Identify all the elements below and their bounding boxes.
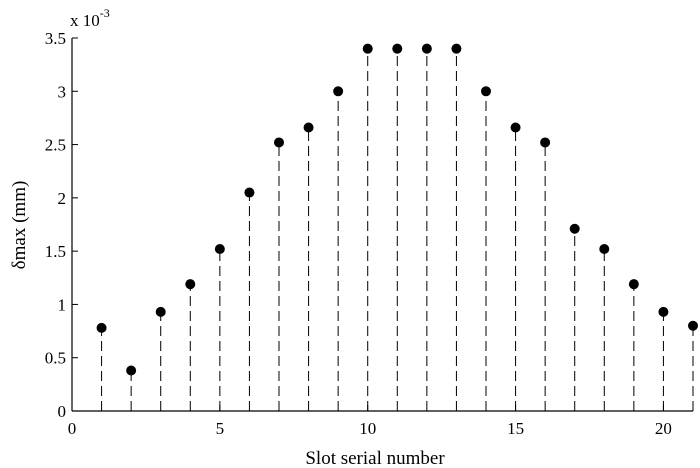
data-point: [126, 365, 137, 376]
data-point: [362, 43, 373, 54]
stems: [101, 48, 694, 411]
y-tick-label: 3: [58, 82, 67, 101]
x-ticks: 0 5 10 15 20: [68, 405, 672, 438]
data-point: [688, 320, 698, 331]
x-tick-label: 0: [68, 419, 77, 438]
data-point: [599, 244, 610, 255]
x-tick-label: 5: [216, 419, 225, 438]
axes: [71, 38, 693, 412]
markers: [96, 43, 698, 376]
y-tick-label: 2.5: [45, 136, 66, 155]
data-point: [510, 122, 521, 133]
data-point: [155, 306, 166, 317]
data-point: [421, 43, 432, 54]
y-tick-label: 1: [58, 295, 67, 314]
y-tick-label: 0.5: [45, 349, 66, 368]
data-point: [244, 187, 255, 198]
data-point: [628, 279, 639, 290]
y-tick-label: 0: [58, 402, 67, 421]
y-ticks: 0 0.5 1 1.5 2 2.5 3 3.5: [45, 29, 78, 421]
y-tick-label: 1.5: [45, 242, 66, 261]
data-point: [214, 244, 225, 255]
y-multiplier-exponent: -3: [100, 6, 110, 20]
data-point: [96, 322, 107, 333]
y-axis-title: δmax (mm): [9, 181, 30, 270]
data-point: [658, 306, 669, 317]
y-tick-label: 3.5: [45, 29, 66, 48]
data-point: [333, 86, 344, 97]
data-point: [540, 137, 551, 148]
data-point: [303, 122, 314, 133]
x-axis-title: Slot serial number: [305, 448, 445, 468]
y-multiplier-base: x 10: [70, 11, 100, 30]
x-tick-label: 20: [655, 419, 672, 438]
data-point: [274, 137, 284, 148]
x-tick-label: 15: [507, 419, 524, 438]
data-point: [481, 86, 491, 97]
data-point: [392, 43, 403, 54]
data-point: [451, 43, 462, 54]
data-point: [185, 279, 196, 290]
y-axis-multiplier: x 10-3: [70, 6, 110, 30]
data-point: [569, 223, 580, 234]
x-tick-label: 10: [359, 419, 376, 438]
y-tick-label: 2: [58, 189, 67, 208]
